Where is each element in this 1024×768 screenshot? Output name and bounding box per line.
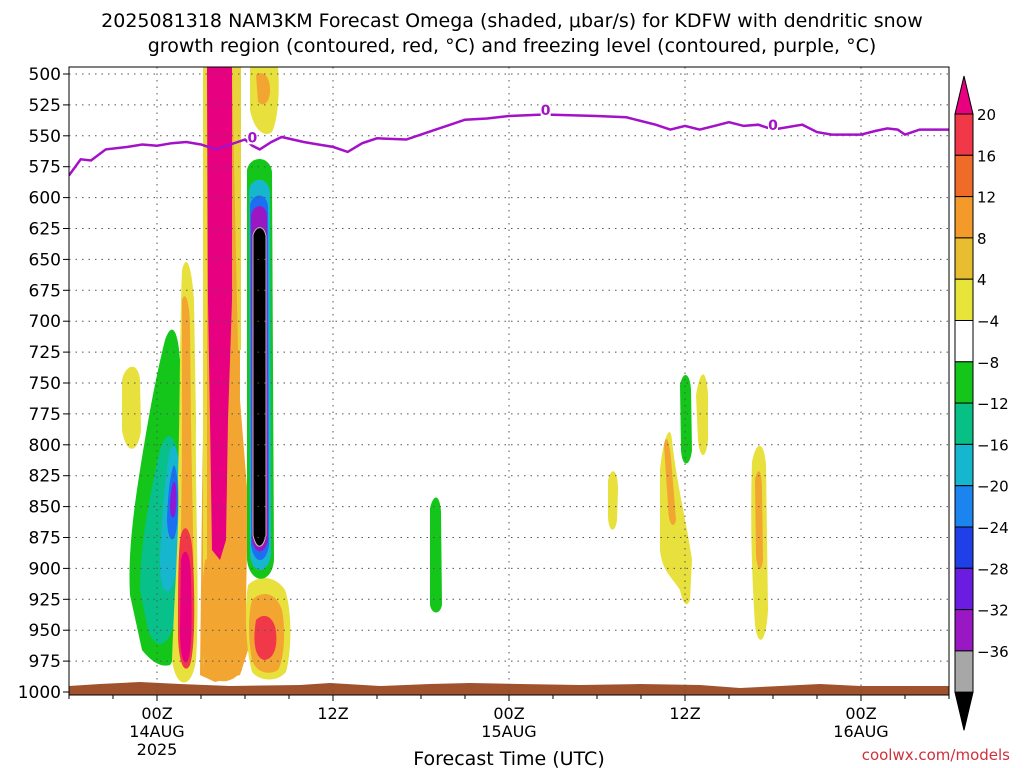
chart-title-line-2: growth region (contoured, red, °C) and f… [148, 35, 877, 57]
y-tick-label: 850 [29, 498, 61, 518]
yellow-blob-37z [696, 374, 708, 455]
colorbar-label: −8 [977, 354, 999, 372]
colorbar-segment [954, 320, 974, 363]
contour-label: 0 [247, 130, 257, 146]
colorbar-segment [954, 650, 974, 693]
y-tick-label: 750 [29, 374, 61, 394]
orange-bottom-left [201, 558, 243, 682]
terrain [69, 682, 949, 695]
y-tick-label: 925 [29, 590, 61, 610]
colorbar-label: 4 [977, 271, 987, 289]
orange-top-blob [256, 73, 270, 105]
y-tick-label: 950 [29, 621, 61, 641]
colorbar-label: −28 [977, 560, 1009, 578]
colorbar-label: −16 [977, 436, 1009, 454]
y-tick-label: 775 [29, 405, 61, 425]
colorbar-label: −12 [977, 395, 1009, 413]
green-band-15z [430, 497, 442, 613]
colorbar-segment [954, 609, 974, 652]
grid [69, 67, 949, 695]
pink-column-2 [180, 551, 192, 663]
x-tick-date: 14AUG [129, 722, 184, 741]
orange-streak-35z [664, 438, 676, 525]
credit-text: coolwx.com/models [862, 746, 1010, 764]
x-tick-date: 16AUG [833, 722, 888, 741]
x-tick-year: 2025 [137, 740, 178, 759]
y-tick-label: 975 [29, 652, 61, 672]
y-tick-label: 700 [29, 312, 61, 332]
y-tick-label: 600 [29, 189, 61, 209]
purple-left-blob [170, 481, 177, 518]
freezing-level-contour [69, 113, 949, 177]
colorbar-label: −4 [977, 313, 999, 331]
colorbar-label: 8 [977, 230, 987, 248]
y-tick-label: 825 [29, 467, 61, 487]
y-tick-label: 875 [29, 529, 61, 549]
y-tick-label: 650 [29, 250, 61, 270]
contour-label: 0 [541, 103, 551, 119]
colorbar-label: −20 [977, 478, 1009, 496]
yellow-column-edge [203, 67, 207, 670]
colorbar-segment [954, 567, 974, 611]
colorbar-label: 12 [977, 189, 996, 207]
colorbar-segment [954, 154, 974, 198]
colorbar: 20 16 12 8 4 −4 −8 −12 −16 −20 −24 −28 −32 −36 [954, 75, 1009, 731]
colorbar-label: 16 [977, 147, 996, 165]
yellow-right-of-column [232, 67, 241, 350]
colorbar-bottom-triangle [954, 691, 974, 731]
x-tick-label: 12Z [669, 704, 700, 723]
x-axis-label: Forecast Time (UTC) [413, 748, 604, 768]
y-axis-ticks: 500 525 550 575 600 625 650 675 700 725 750 775 800 8… [18, 65, 69, 703]
contour-label-bg [247, 129, 258, 145]
colorbar-segment [954, 278, 974, 322]
yellow-blob-21z [608, 471, 618, 530]
colorbar-segment [954, 526, 974, 569]
y-tick-label: 550 [29, 127, 61, 147]
y-tick-label: 900 [29, 559, 61, 579]
chart-title-line-1: 2025081318 NAM3KM Forecast Omega (shaded… [101, 10, 923, 32]
x-tick-label: 00Z [493, 704, 524, 723]
omega-shading [69, 67, 949, 695]
y-tick-label: 575 [29, 158, 61, 178]
contour-label-bg [768, 116, 778, 132]
y-tick-label: 1000 [18, 683, 61, 703]
yellow-left-tongue [122, 366, 141, 449]
x-tick-label: 00Z [845, 704, 876, 723]
x-tick-date: 15AUG [481, 722, 536, 741]
black-core [252, 227, 267, 547]
colorbar-label: −36 [977, 643, 1009, 661]
colorbar-segment [954, 196, 974, 239]
x-tick-label: 00Z [141, 704, 172, 723]
red-bottom-right [254, 616, 277, 660]
colorbar-segment [954, 402, 974, 445]
y-tick-label: 625 [29, 220, 61, 240]
y-tick-label: 675 [29, 281, 61, 301]
colorbar-label: −32 [977, 602, 1009, 620]
x-tick-label: 12Z [317, 704, 348, 723]
y-tick-label: 725 [29, 343, 61, 363]
pink-column [207, 67, 232, 560]
contour-label: 0 [768, 118, 778, 134]
colorbar-segment [954, 361, 974, 404]
contour-label-bg [540, 102, 551, 118]
colorbar-segment [954, 485, 974, 528]
colorbar-segment [954, 237, 974, 280]
colorbar-label: −24 [977, 519, 1009, 537]
freezing-level-labels: 0 0 0 [247, 102, 778, 146]
y-tick-label: 500 [29, 65, 61, 85]
green-band-37z [680, 374, 692, 464]
y-tick-label: 525 [29, 96, 61, 116]
colorbar-label: 20 [977, 106, 996, 124]
colorbar-segment [954, 443, 974, 487]
orange-column-42z [755, 471, 763, 570]
y-tick-label: 800 [29, 436, 61, 456]
colorbar-segment [954, 113, 974, 156]
colorbar-top-triangle [954, 75, 974, 115]
